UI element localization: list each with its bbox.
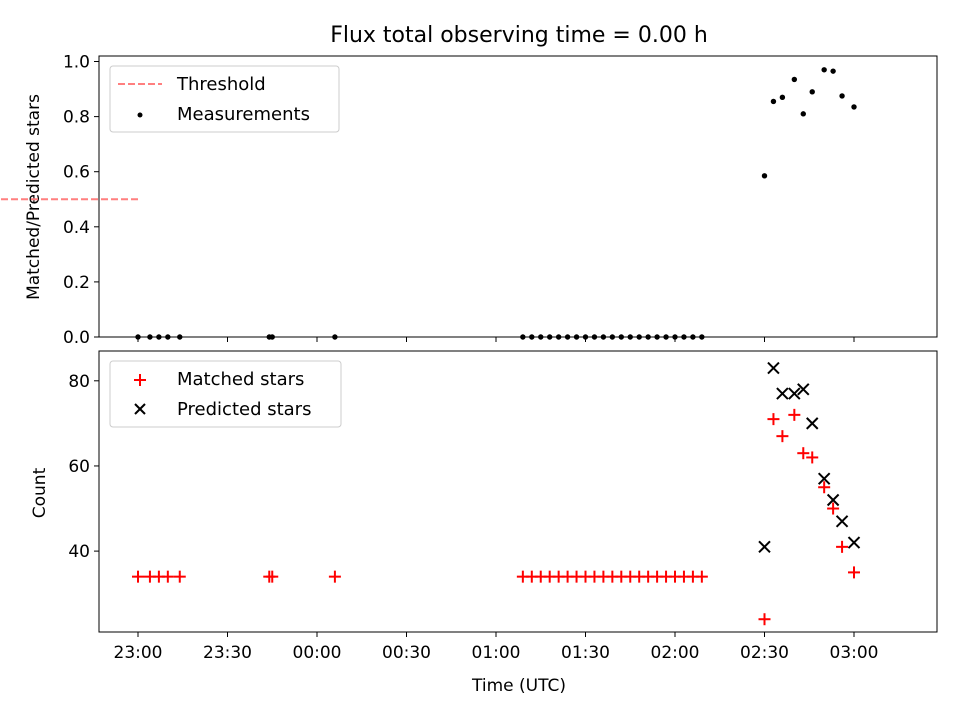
measurement-point bbox=[761, 173, 768, 179]
legend-predicted-label: Predicted stars bbox=[177, 399, 311, 420]
measurement-point bbox=[800, 111, 806, 117]
x-tick-label: 02:00 bbox=[651, 643, 700, 663]
matched-star-point bbox=[818, 481, 831, 494]
predicted-star-point bbox=[806, 417, 819, 430]
predicted-star-point bbox=[758, 540, 771, 554]
bottom-y-axis-label: Count bbox=[30, 467, 50, 518]
legend-matched-swatch bbox=[134, 374, 146, 386]
measurement-point bbox=[770, 98, 777, 105]
measurement-point bbox=[791, 76, 798, 83]
predicted-star-point bbox=[767, 361, 780, 375]
bottom-y-tick-label: 80 bbox=[68, 372, 90, 392]
bottom-legend: Matched stars Predicted stars bbox=[109, 360, 342, 428]
bottom-panel: Count Time (UTC) 40 60 80 23:00 23:30 00:00 0… bbox=[30, 350, 938, 696]
legend-threshold-label: Threshold bbox=[176, 74, 266, 95]
predicted-star-point bbox=[776, 387, 789, 400]
matched-star-point bbox=[776, 430, 789, 443]
matched-star-point bbox=[695, 570, 708, 583]
predicted-star-point bbox=[835, 515, 849, 528]
bottom-y-ticks: 40 60 80 bbox=[68, 372, 99, 562]
predicted-star-point bbox=[826, 493, 840, 507]
x-tick-label: 02:30 bbox=[740, 643, 789, 663]
predicted-star-point bbox=[797, 383, 810, 396]
x-tick-label: 00:30 bbox=[382, 643, 431, 663]
matched-star-point bbox=[788, 408, 801, 421]
measurement-point bbox=[830, 68, 836, 74]
top-y-ticks: 0.0 0.2 0.4 0.6 0.8 1.0 bbox=[63, 53, 99, 348]
predicted-star-point bbox=[788, 387, 801, 400]
matched-star-point bbox=[827, 502, 840, 515]
bottom-x-ticks: 23:00 23:30 00:00 00:30 01:00 01:30 02:00 02:30… bbox=[114, 632, 879, 663]
measurement-point bbox=[809, 89, 815, 95]
x-axis-label: Time (UTC) bbox=[471, 676, 566, 696]
x-tick-label: 00:00 bbox=[293, 643, 342, 663]
top-legend-box bbox=[109, 65, 340, 133]
bottom-axes-frame bbox=[98, 350, 938, 633]
predicted-star-point bbox=[847, 536, 861, 549]
x-tick-label: 01:00 bbox=[472, 643, 521, 663]
bottom-y-tick-label: 40 bbox=[68, 542, 90, 562]
legend-matched-label: Matched stars bbox=[177, 369, 304, 390]
predicted-star-point bbox=[817, 472, 831, 485]
matched-star-point bbox=[161, 570, 174, 583]
matched-star-point bbox=[758, 613, 771, 626]
top-x-ticks bbox=[137, 337, 855, 342]
measurement-point bbox=[851, 104, 857, 110]
top-legend: Threshold Measurements bbox=[109, 65, 340, 133]
measurement-point bbox=[839, 93, 845, 99]
x-tick-label: 23:00 bbox=[114, 643, 163, 663]
matched-star-point bbox=[767, 413, 780, 426]
matched-star-point bbox=[132, 570, 144, 583]
x-tick-label: 01:30 bbox=[561, 643, 610, 663]
bottom-y-tick-label: 60 bbox=[68, 457, 90, 477]
legend-predicted-swatch bbox=[134, 403, 146, 415]
matched-star-point bbox=[797, 447, 810, 460]
matched-star-point bbox=[806, 451, 819, 464]
top-y-tick-label: 0.4 bbox=[63, 218, 90, 238]
legend-measurements-label: Measurements bbox=[177, 104, 310, 125]
top-y-tick-label: 0.8 bbox=[63, 108, 90, 128]
chart-title: Flux total observing time = 0.00 h bbox=[330, 23, 708, 48]
bottom-marks bbox=[132, 361, 861, 626]
matched-star-point bbox=[848, 566, 860, 579]
matched-star-point bbox=[266, 570, 279, 583]
legend-measurements-swatch bbox=[137, 112, 143, 118]
top-y-tick-label: 0.6 bbox=[63, 163, 90, 183]
measurement-point bbox=[779, 94, 786, 101]
measurement-point bbox=[821, 67, 827, 73]
top-panel: Matched/Predicted stars 0.0 0.2 0.4 0.6 0.8 1… bbox=[0, 53, 938, 348]
bottom-legend-box bbox=[109, 360, 342, 428]
top-y-axis-label: Matched/Predicted stars bbox=[24, 94, 44, 300]
top-y-tick-label: 0.0 bbox=[63, 328, 90, 348]
top-y-tick-label: 1.0 bbox=[63, 53, 90, 73]
x-tick-label: 03:00 bbox=[830, 643, 879, 663]
x-tick-label: 23:30 bbox=[203, 643, 252, 663]
top-y-tick-label: 0.2 bbox=[63, 273, 90, 293]
matched-star-point bbox=[328, 570, 341, 583]
top-axes-frame bbox=[98, 55, 938, 338]
matched-star-point bbox=[173, 570, 186, 583]
matched-star-point bbox=[836, 540, 849, 553]
